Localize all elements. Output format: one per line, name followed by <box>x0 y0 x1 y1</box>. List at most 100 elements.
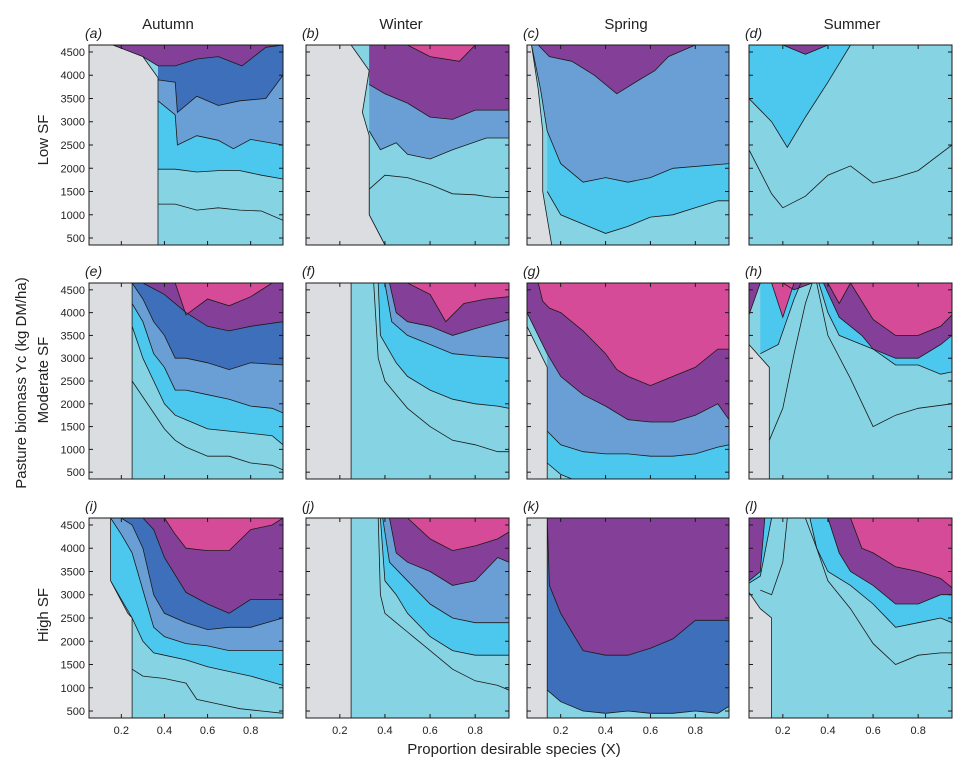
x-tick-label: 0.4 <box>157 725 172 737</box>
y-tick-label: 2500 <box>61 613 85 625</box>
excluded-region <box>89 283 133 479</box>
region-band6 <box>164 518 283 551</box>
region-band6 <box>407 518 509 551</box>
panel-h: (h) <box>745 263 953 480</box>
plot-area <box>527 45 729 245</box>
contour-line <box>537 45 729 95</box>
contour-line <box>142 518 283 614</box>
region-band6 <box>749 283 952 336</box>
contour-line <box>131 380 283 471</box>
contour-line <box>760 518 952 665</box>
panel-f: (f) <box>302 263 510 480</box>
region-band5 <box>547 518 729 656</box>
region-band6 <box>527 283 729 386</box>
contour-line <box>368 130 509 160</box>
contour-line <box>110 580 283 686</box>
region-band3 <box>531 45 729 183</box>
contour-line <box>389 518 509 586</box>
row-label-high-sf: High SF <box>35 588 52 642</box>
contour-line <box>407 283 509 323</box>
y-tick-label: 1500 <box>61 422 85 434</box>
panel-k: 0.2 0.4 0.6 0.8 (k) <box>523 498 730 737</box>
panel-g: (g) <box>523 263 730 480</box>
contour-line <box>546 191 729 234</box>
excluded-region <box>306 518 352 718</box>
y-tick-label: 1000 <box>61 444 85 456</box>
y-tick-label: 3000 <box>61 117 85 129</box>
panel-l: 0.2 0.4 0.6 0.8 (l) <box>745 498 953 737</box>
contour-line <box>749 45 952 149</box>
panel-i: 500 1000 1500 2000 2500 3000 3500 4000 4500 0.2 0.… <box>61 498 284 737</box>
x-tick-label: 0.8 <box>468 725 483 737</box>
contour-line <box>368 84 509 120</box>
region-band6 <box>827 518 952 588</box>
y-tick-label: 1500 <box>61 660 85 672</box>
contour-line <box>158 203 283 221</box>
region-band5 <box>142 518 283 614</box>
y-tick-label: 4000 <box>61 543 85 555</box>
plot-area <box>89 45 283 245</box>
y-tick-label: 4500 <box>61 47 85 59</box>
plot-area <box>306 283 509 479</box>
y-tick-label: 4000 <box>61 70 85 82</box>
region-band6 <box>339 45 509 62</box>
contour-line <box>384 283 509 359</box>
x-tick-label: 0.4 <box>820 725 835 737</box>
panel-tag: (i) <box>85 498 97 514</box>
region-band5 <box>749 45 952 55</box>
panel-tag: (j) <box>302 498 314 514</box>
panel-d: (d) <box>745 25 953 246</box>
y-tick-label: 3500 <box>61 93 85 105</box>
contour-line <box>131 668 283 714</box>
contour-line <box>546 430 729 457</box>
panel-a: 500 1000 1500 2000 2500 3000 3500 4000 4500(a) <box>61 25 284 246</box>
contour-line <box>157 100 283 150</box>
x-tick-label: 0.4 <box>377 725 392 737</box>
panel-tag: (h) <box>745 263 762 279</box>
plot-area <box>306 518 509 718</box>
contour-line <box>749 518 952 628</box>
y-tick-label: 2000 <box>61 163 85 175</box>
contour-line <box>531 45 729 183</box>
y-tick-label: 3500 <box>61 566 85 578</box>
column-title-winter: Winter <box>379 16 422 33</box>
contour-line <box>749 518 952 605</box>
x-tick-label: 0.2 <box>775 725 790 737</box>
row-label-low-sf: Low SF <box>35 115 52 166</box>
panel-tag: (b) <box>302 25 319 41</box>
y-tick-label: 1000 <box>61 683 85 695</box>
contour-line <box>157 74 283 114</box>
plot-area <box>749 45 952 245</box>
region-band5 <box>369 45 509 120</box>
x-tick-label: 0.8 <box>911 725 926 737</box>
contour-line <box>527 283 729 387</box>
y-tick-label: 500 <box>67 706 85 718</box>
panel-tag: (f) <box>302 263 315 279</box>
y-tick-label: 4500 <box>61 520 85 532</box>
y-tick-label: 4000 <box>61 308 85 320</box>
panel-tag: (e) <box>85 263 102 279</box>
panel-tag: (d) <box>745 25 762 41</box>
panel-j: 0.2 0.4 0.6 0.8 (j) <box>302 498 510 737</box>
column-title-summer: Summer <box>824 16 881 33</box>
row-label-moderate-sf: Moderate SF <box>35 337 52 424</box>
excluded-region <box>89 45 159 245</box>
excluded-region <box>527 45 553 245</box>
contour-line <box>749 45 952 55</box>
y-tick-label: 2500 <box>61 140 85 152</box>
contour-line <box>142 283 283 332</box>
excluded-region <box>527 326 548 479</box>
x-tick-label: 0.4 <box>598 725 613 737</box>
y-tick-label: 500 <box>67 467 85 479</box>
region-band6 <box>175 283 283 315</box>
contour-line <box>158 168 283 180</box>
column-title-autumn: Autumn <box>142 16 194 33</box>
contour-line <box>546 462 729 479</box>
excluded-region <box>749 591 772 718</box>
x-tick-label: 0.6 <box>422 725 437 737</box>
excluded-region <box>527 518 548 718</box>
x-tick-label: 0.8 <box>688 725 703 737</box>
x-tick-label: 0.6 <box>865 725 880 737</box>
